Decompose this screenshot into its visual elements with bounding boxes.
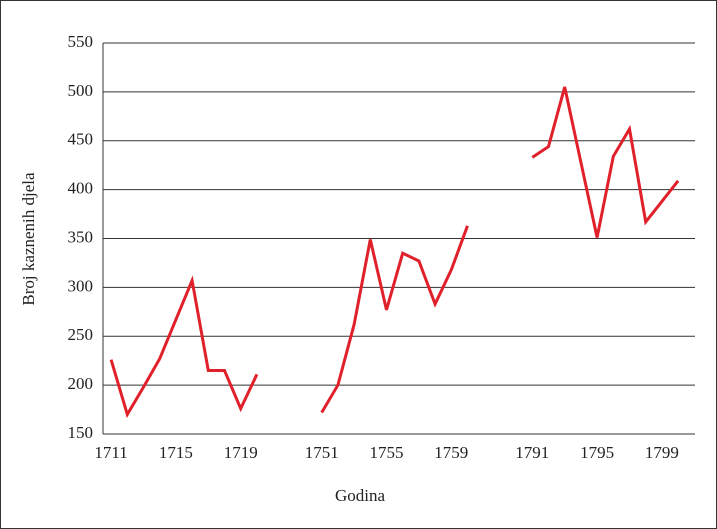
x-tick-label: 1795 [580, 443, 614, 462]
y-axis-label: Broj kaznenih djela [19, 172, 38, 306]
x-tick-label: 1791 [515, 443, 549, 462]
x-tick-label: 1711 [94, 443, 127, 462]
y-tick-label: 450 [68, 130, 94, 149]
y-tick-label: 150 [68, 423, 94, 442]
x-tick-label: 1799 [645, 443, 679, 462]
line [109, 86, 680, 419]
x-axis-label: Godina [335, 486, 386, 505]
x-tick-label: 1755 [370, 443, 404, 462]
y-tick-label: 200 [68, 374, 94, 393]
y-tick-label: 350 [68, 227, 94, 246]
x-tick-label: 1719 [224, 443, 258, 462]
x-tick-label: 1751 [305, 443, 339, 462]
y-tick-label: 300 [68, 276, 94, 295]
y-tick-label: 400 [68, 179, 94, 198]
y-tick-label: 500 [68, 81, 94, 100]
y-tick-label: 550 [68, 32, 94, 51]
x-tick-label: 1715 [159, 443, 193, 462]
y-tick-label: 250 [68, 325, 94, 344]
x-tick-label: 1759 [434, 443, 468, 462]
